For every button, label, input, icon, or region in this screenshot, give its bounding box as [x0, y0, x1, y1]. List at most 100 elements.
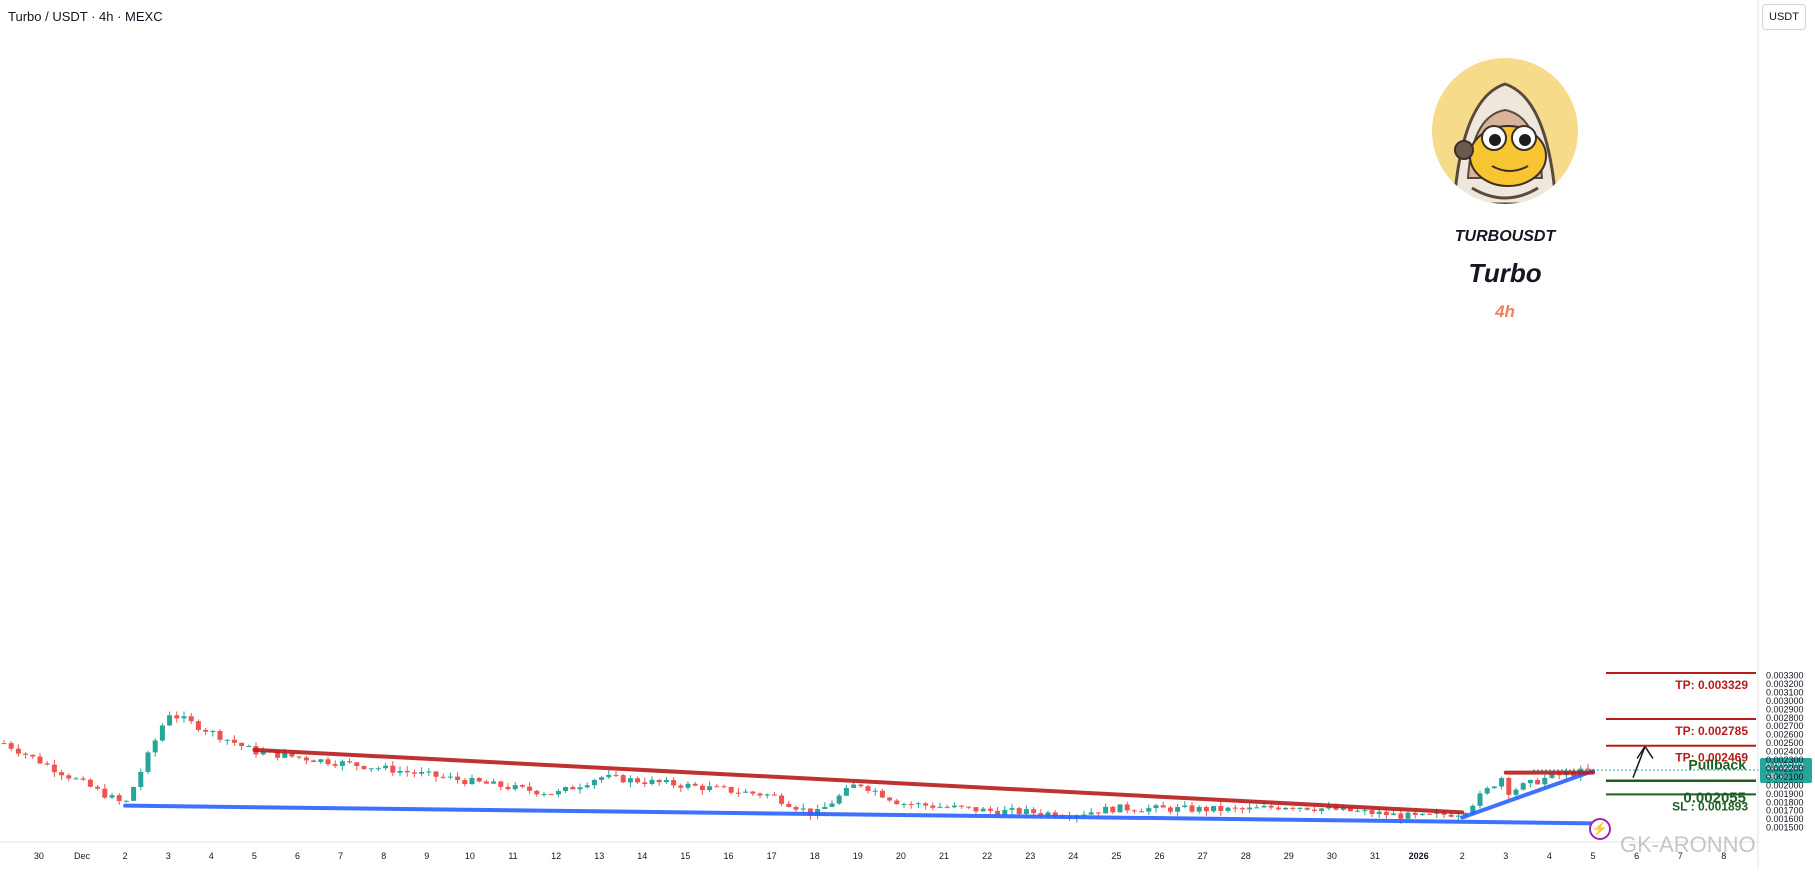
- candle-body: [1131, 810, 1137, 812]
- time-tick-label: 10: [465, 851, 475, 861]
- currency-button[interactable]: USDT: [1762, 4, 1806, 30]
- candle-body: [260, 751, 266, 755]
- candle-body: [699, 785, 705, 791]
- candle-body: [887, 797, 893, 801]
- time-tick-label: 11: [508, 851, 517, 861]
- breakout-rising-support-trendline[interactable]: [1460, 768, 1595, 820]
- candle-body: [476, 777, 482, 782]
- candle-body: [1232, 807, 1238, 809]
- candle-body: [462, 779, 468, 785]
- timeframe-label: 4h: [1495, 302, 1515, 321]
- candle-body: [1002, 809, 1008, 815]
- time-tick-label: 19: [853, 851, 863, 861]
- candle-body: [30, 754, 36, 757]
- candle-body: [1542, 777, 1548, 785]
- candle-body: [555, 791, 561, 795]
- candle-body: [469, 777, 475, 785]
- pair-label: TURBOUSDT: [1454, 228, 1556, 245]
- projection-arrow[interactable]: [1632, 746, 1646, 779]
- candle-body: [491, 781, 497, 784]
- time-tick-label: 2: [1460, 851, 1465, 861]
- candle-body: [678, 785, 684, 788]
- candle-body: [591, 779, 597, 786]
- price-axis[interactable]: 0.0033000.0032000.0031000.0030000.002900…: [1766, 671, 1804, 833]
- candle-body: [231, 739, 237, 743]
- symbol-title[interactable]: Turbo / USDT · 4h · MEXC: [8, 9, 163, 24]
- candle-body: [512, 785, 518, 790]
- price-tick-label: 0.002000: [1766, 780, 1804, 790]
- candle-body: [1247, 807, 1253, 810]
- candle-body: [1419, 813, 1425, 815]
- candle-body: [167, 715, 173, 726]
- candle-body: [37, 756, 43, 764]
- candle-body: [138, 771, 144, 787]
- candle-body: [1491, 786, 1497, 789]
- candle-body: [1189, 805, 1195, 812]
- candle-body: [505, 786, 511, 790]
- turbo-toad-mascot-icon: [1432, 58, 1578, 204]
- candle-body: [1376, 811, 1382, 815]
- price-tick-label: 0.003300: [1766, 671, 1804, 681]
- price-tick-label: 0.002900: [1766, 704, 1804, 714]
- candle-body: [1016, 808, 1022, 815]
- candle-body: [1470, 805, 1476, 814]
- candle-body: [879, 790, 885, 798]
- candle-body: [901, 804, 907, 806]
- trendlines[interactable]: [123, 745, 1654, 826]
- candle-body: [966, 806, 972, 808]
- candle-body: [1239, 808, 1245, 810]
- candle-body: [707, 786, 713, 791]
- candle-body: [116, 795, 122, 801]
- resistance-trendline[interactable]: [252, 747, 1465, 815]
- time-tick-label: 23: [1025, 851, 1035, 861]
- price-tick-label: 0.002500: [1766, 738, 1804, 748]
- candle-body: [1211, 806, 1217, 812]
- candle-body: [1513, 789, 1519, 795]
- candle-body: [1304, 807, 1310, 810]
- candle-body: [613, 774, 619, 776]
- current-price-tag[interactable]: [1760, 757, 1812, 783]
- candle-body: [851, 784, 857, 788]
- candle-body: [73, 778, 79, 780]
- time-axis[interactable]: 30 Dec 2 3 4 5 6 7 8 9 10 11 12 13 14 15 16 17 18 19 20 21 22 2…: [34, 851, 1726, 861]
- price-tick-label: 0.002200: [1766, 763, 1804, 773]
- candle-body: [1045, 812, 1051, 816]
- candle-body: [1333, 806, 1339, 810]
- candle-body: [95, 786, 101, 789]
- candle-body: [1347, 807, 1353, 812]
- candle-body: [361, 766, 367, 770]
- candle-body: [1441, 812, 1447, 815]
- candle-body: [440, 776, 446, 778]
- candle-body: [239, 742, 245, 747]
- candle-body: [757, 793, 763, 796]
- candle-body: [1146, 808, 1152, 812]
- lightning-icon[interactable]: ⚡: [1589, 818, 1611, 840]
- candle-body: [714, 786, 720, 788]
- tp-level-label: TP: 0.003329: [1675, 678, 1748, 692]
- candle-body: [930, 805, 936, 808]
- candle-body: [570, 787, 576, 790]
- support-trendline[interactable]: [123, 803, 1595, 826]
- time-tick-label: 6: [295, 851, 300, 861]
- candle-body: [390, 765, 396, 773]
- candle-body: [786, 803, 792, 808]
- candle-body: [1160, 805, 1166, 808]
- price-levels[interactable]: TP: 0.003329 TP: 0.002785 TP: 0.002469Pull…: [1533, 672, 1812, 813]
- time-tick-label: 26: [1154, 851, 1164, 861]
- time-tick-label: 15: [680, 851, 690, 861]
- candle-body: [282, 753, 288, 758]
- candle-body: [577, 787, 583, 790]
- candle-body: [1527, 779, 1533, 784]
- time-tick-label: 17: [767, 851, 777, 861]
- candle-body: [1283, 807, 1289, 810]
- candle-body: [599, 777, 605, 780]
- candle-body: [1383, 811, 1389, 816]
- candle-countdown: 59:32: [1766, 772, 1789, 782]
- price-tick-label: 0.003200: [1766, 679, 1804, 689]
- candle-body: [1549, 773, 1555, 778]
- current-price-value: 0.002182: [1766, 761, 1804, 771]
- time-tick-label: 14: [637, 851, 647, 861]
- time-tick-label: 20: [896, 851, 906, 861]
